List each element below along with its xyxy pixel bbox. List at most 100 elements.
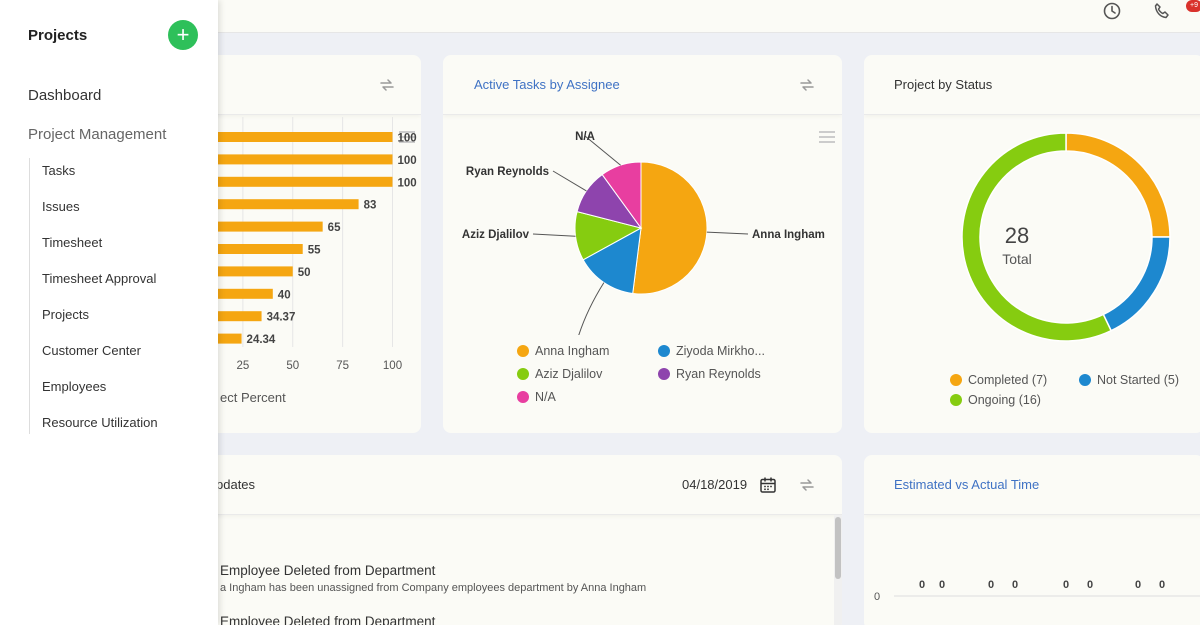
card-header	[864, 55, 1200, 115]
sidebar-item-resource-utilization[interactable]: Resource Utilization	[42, 415, 158, 430]
sidebar-item-issues[interactable]: Issues	[42, 199, 80, 214]
calendar-icon[interactable]	[759, 476, 777, 494]
legend-dot	[658, 368, 670, 380]
data-label: 34.37	[267, 312, 296, 324]
bar	[193, 244, 303, 254]
sidebar-item-projects[interactable]: Projects	[42, 307, 89, 322]
chart-menu-icon[interactable]	[399, 131, 415, 143]
card-title[interactable]: Active Tasks by Assignee	[474, 77, 620, 92]
legend-item[interactable]: N/A	[517, 390, 556, 404]
bar	[193, 132, 393, 142]
sidebar: Projects + Dashboard Project Management …	[0, 0, 218, 625]
data-label: 40	[278, 289, 291, 301]
feed-item-description: a Ingham has been unassigned from Compan…	[220, 582, 647, 594]
data-label: 0	[1087, 579, 1093, 591]
pie-connector	[532, 233, 576, 237]
donut-slice	[1102, 236, 1171, 332]
x-axis-label: ect Percent	[220, 390, 286, 405]
legend-item[interactable]: Ziyoda Mirkho...	[658, 344, 765, 358]
data-label: 0	[1159, 579, 1165, 591]
project-progress-chart: 255075100125100100100836555504034.3724.3…	[193, 117, 417, 372]
scrollbar-thumb[interactable]	[835, 517, 841, 579]
data-label: 55	[308, 245, 321, 257]
data-label: 50	[298, 267, 311, 279]
legend-dot	[1079, 374, 1091, 386]
feed-item-title: Employee Deleted from Department	[220, 563, 436, 578]
pie-connector	[584, 135, 621, 166]
legend-label: Aziz Djalilov	[535, 367, 603, 381]
card-header	[150, 55, 421, 115]
bar	[193, 221, 323, 232]
legend-item[interactable]: Ongoing (16)	[950, 393, 1041, 407]
sidebar-item-dashboard[interactable]: Dashboard	[28, 87, 102, 104]
legend-dot	[658, 345, 670, 357]
bar	[193, 266, 293, 277]
data-label: 83	[364, 200, 377, 212]
sidebar-title: Projects	[28, 27, 88, 44]
sidebar-item-timesheet[interactable]: Timesheet	[42, 235, 103, 250]
x-tick-label: 25	[236, 360, 249, 372]
legend-label: N/A	[535, 390, 556, 404]
donut-slice	[1065, 132, 1171, 238]
card-header	[864, 455, 1200, 515]
refresh-icon[interactable]	[798, 76, 816, 94]
add-project-button[interactable]: +	[168, 20, 198, 50]
phone-icon[interactable]	[1153, 2, 1171, 20]
data-label: 65	[328, 222, 341, 234]
data-label: 24.34	[247, 334, 276, 346]
donut-total-value: 28	[1004, 223, 1030, 248]
sidebar-item-tasks[interactable]: Tasks	[42, 163, 76, 178]
donut-total-label: Total	[1002, 251, 1032, 267]
chart-menu-icon[interactable]	[819, 131, 835, 143]
refresh-icon[interactable]	[378, 76, 396, 94]
card-title[interactable]: Estimated vs Actual Time	[894, 477, 1040, 492]
sidebar-item-employees[interactable]: Employees	[42, 379, 107, 394]
data-label: 100	[398, 177, 417, 189]
pie-label: Ryan Reynolds	[466, 166, 549, 178]
refresh-icon[interactable]	[798, 476, 816, 494]
legend-label: Not Started (5)	[1097, 373, 1179, 387]
x-tick-label: 75	[336, 360, 349, 372]
legend-label: Ongoing (16)	[968, 393, 1041, 407]
legend-item[interactable]: Completed (7)	[950, 373, 1047, 387]
sidebar-item-project-management[interactable]: Project Management	[28, 126, 167, 143]
card-title: Project by Status	[894, 77, 993, 92]
data-label: 100	[398, 155, 417, 167]
bar	[193, 311, 262, 322]
legend-dot	[517, 391, 529, 403]
legend-label: Ryan Reynolds	[676, 367, 761, 381]
legend-dot	[517, 368, 529, 380]
bar	[193, 288, 273, 299]
pie-connector	[706, 231, 749, 235]
clock-icon[interactable]	[1103, 2, 1121, 20]
legend-item[interactable]: Ryan Reynolds	[658, 367, 761, 381]
pie-label: N/A	[575, 131, 595, 143]
y-tick-label: 0	[874, 591, 880, 603]
legend-dot	[950, 394, 962, 406]
card-title: pdates	[216, 477, 256, 492]
sidebar-item-customer-center[interactable]: Customer Center	[42, 343, 141, 358]
data-label: 0	[1012, 579, 1018, 591]
x-tick-label: 100	[383, 360, 402, 372]
data-label: 0	[1135, 579, 1141, 591]
data-label: 100	[398, 133, 417, 145]
x-tick-label: 50	[286, 360, 299, 372]
pie-label: Aziz Djalilov	[462, 229, 530, 241]
legend-item[interactable]: Aziz Djalilov	[517, 367, 602, 381]
legend-label: Completed (7)	[968, 373, 1048, 387]
legend-item[interactable]: Anna Ingham	[517, 344, 609, 358]
submenu-divider	[29, 158, 30, 434]
bar	[193, 199, 359, 210]
estimated-actual-card: Estimated vs Actual Time 0 0 0 0 0 0 0 0 0	[864, 455, 1200, 625]
data-label: 0	[919, 579, 925, 591]
sidebar-item-timesheet-approval[interactable]: Timesheet Approval	[42, 271, 157, 286]
legend-dot	[517, 345, 529, 357]
date-value[interactable]: 04/18/2019	[682, 477, 748, 492]
legend-item[interactable]: Not Started (5)	[1079, 373, 1179, 387]
bar	[193, 176, 393, 187]
card-header	[150, 455, 842, 515]
bar	[193, 154, 393, 165]
pie-connector	[552, 170, 587, 192]
pie-connector	[578, 282, 605, 335]
